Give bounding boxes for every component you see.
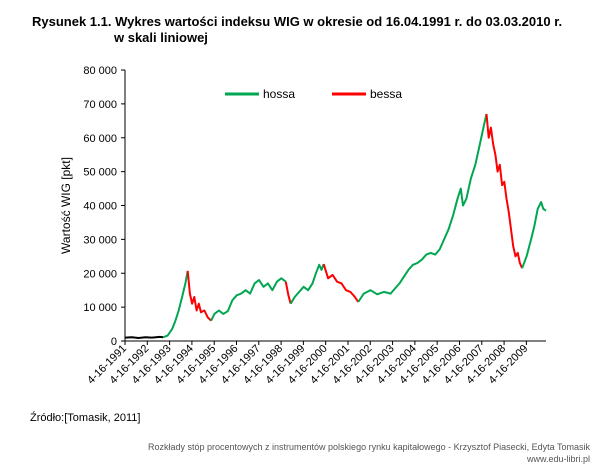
series-line-bessa-8 <box>485 113 524 269</box>
series-line-bessa-2 <box>186 270 212 322</box>
footer-url: www.edu-libri.pl <box>526 454 590 464</box>
legend-label-bessa: bessa <box>370 87 402 101</box>
y-tick-label: 40 000 <box>83 201 117 213</box>
footer-credits: Rozkłady stóp procentowych z instrumentó… <box>147 442 590 452</box>
title-line-2: w skali liniowej <box>114 30 208 45</box>
title-line-1: Rysunek 1.1. Wykres wartości indeksu WIG… <box>32 14 563 29</box>
series-line-hossa-7 <box>357 113 488 303</box>
y-tick-label: 60 000 <box>83 133 117 145</box>
series-line-hossa-1 <box>162 270 189 339</box>
series-line-hossa-3 <box>210 277 287 322</box>
y-tick-label: 70 000 <box>83 99 117 111</box>
y-tick-label: 0 <box>111 336 117 348</box>
series-line-bessa-4 <box>284 281 292 304</box>
y-tick-label: 10 000 <box>83 302 117 314</box>
series-line-start-0 <box>124 335 164 339</box>
y-tick-label: 20 000 <box>83 268 117 280</box>
y-axis-label: Wartość WIG [pkt] <box>59 157 73 254</box>
source-note: Źródło:[Tomasik, 2011] <box>30 412 141 424</box>
series-line-bessa-6 <box>322 263 360 303</box>
legend-label-hossa: hossa <box>263 87 295 101</box>
footer: Rozkłady stóp procentowych z instrumentó… <box>148 441 590 465</box>
y-tick-label: 50 000 <box>83 167 117 179</box>
y-tick-label: 30 000 <box>83 234 117 246</box>
series-line-hossa-9 <box>521 201 547 269</box>
series-line-hossa-5 <box>289 263 325 305</box>
y-tick-label: 80 000 <box>83 65 117 77</box>
chart-title: Rysunek 1.1. Wykres wartości indeksu WIG… <box>32 14 592 46</box>
